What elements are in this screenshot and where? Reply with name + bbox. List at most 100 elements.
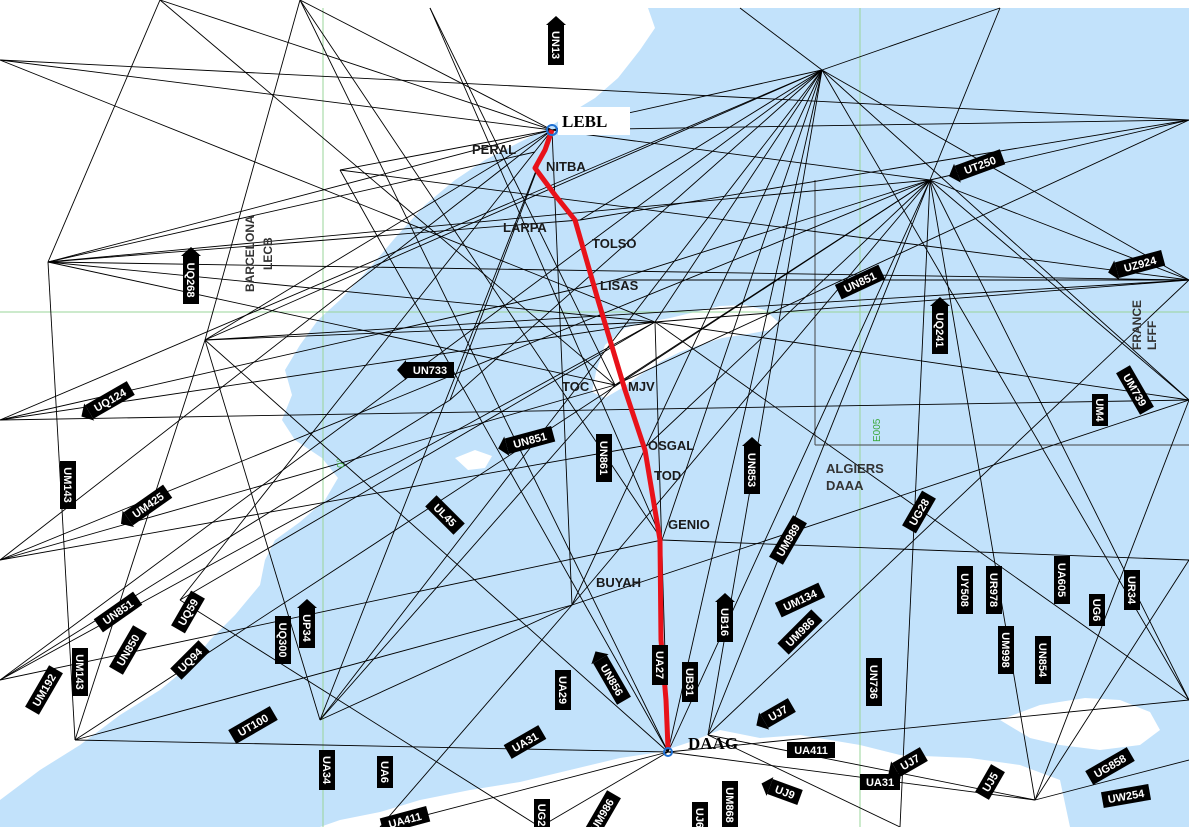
airway-label[interactable]: UM143	[72, 648, 88, 696]
airway-label[interactable]: UN854	[1035, 636, 1051, 684]
airway-segment	[551, 129, 573, 606]
airway-segment	[821, 69, 1189, 401]
airway-label[interactable]: UB16	[715, 593, 735, 642]
airway-segment	[654, 279, 1189, 323]
airway-label[interactable]: UW254	[1100, 783, 1152, 809]
airway-segment	[159, 0, 616, 386]
airway-segment	[204, 339, 669, 753]
airway-label[interactable]: UP34	[297, 599, 317, 648]
waypoint-mjv[interactable]: MJV	[628, 379, 655, 394]
airway-label-box	[596, 434, 612, 482]
airway-label[interactable]: UQ241	[930, 297, 950, 354]
airway-label-box	[170, 640, 210, 680]
airway-label-text: UA6	[378, 761, 390, 783]
airway-segment	[319, 604, 573, 721]
direction-arrow-icon	[591, 651, 609, 665]
airway-label-box	[744, 446, 760, 494]
waypoint-lisas[interactable]: LISAS	[600, 278, 639, 293]
airway-segment	[47, 219, 581, 263]
waypoint-tod[interactable]: TOD	[654, 468, 681, 483]
airway-label[interactable]: UA31	[860, 774, 900, 790]
airway-label-box	[123, 484, 173, 526]
airway-label-box	[1035, 636, 1051, 684]
airway-label-box	[1124, 570, 1140, 610]
airway-label[interactable]: UM868	[722, 781, 738, 827]
airway-segment	[929, 7, 1001, 181]
airway-segment	[579, 119, 1189, 221]
airway-label[interactable]: UR34	[1124, 570, 1140, 610]
airway-label-box	[1116, 365, 1154, 415]
waypoint-nitba[interactable]: NITBA	[546, 159, 586, 174]
airway-label-text: UA605	[1055, 563, 1067, 597]
airway-label[interactable]: UN861	[596, 434, 612, 482]
airway-label-box	[986, 566, 1002, 614]
airway-label[interactable]: UA27	[652, 645, 668, 685]
waypoint-larpa[interactable]: LARPA	[503, 220, 547, 235]
airway-label[interactable]: UL45	[425, 495, 465, 535]
waypoint-osgal[interactable]: OSGAL	[648, 438, 694, 453]
airway-segment	[319, 69, 823, 721]
airway-label[interactable]: UN733	[397, 360, 454, 380]
airway-label[interactable]: UR978	[986, 566, 1002, 614]
waypoint-peral[interactable]: PERAL	[472, 142, 516, 157]
airway-segment	[449, 129, 553, 401]
airway-label[interactable]: UA411	[787, 742, 835, 758]
airway-segment	[0, 59, 553, 131]
region-france-name: FRANCE	[1130, 300, 1144, 350]
airway-label[interactable]: UA6	[377, 756, 393, 788]
airway-label-box	[682, 662, 698, 702]
airway-label[interactable]: UB31	[682, 662, 698, 702]
airway-segment	[1034, 399, 1189, 801]
waypoint-toc[interactable]: TOC	[562, 379, 590, 394]
airway-label[interactable]: UM425	[115, 483, 173, 532]
airway-segment	[667, 69, 823, 753]
airway-label[interactable]: UQ300	[275, 616, 291, 664]
airway-segment	[821, 7, 1001, 71]
airway-segment	[74, 739, 669, 753]
airway-label-box	[860, 774, 900, 790]
airway-segment	[0, 129, 553, 561]
region-algiers-name: ALGIERS	[826, 461, 884, 476]
airway-segment	[707, 179, 931, 736]
mediterranean-sea	[0, 8, 1189, 827]
airway-label[interactable]: UA34	[319, 750, 335, 790]
waypoint-genio[interactable]: GENIO	[668, 517, 710, 532]
airway-label[interactable]: UJ6	[692, 802, 708, 827]
waypoint-tolso[interactable]: TOLSO	[592, 236, 637, 251]
airway-label[interactable]: UA29	[555, 670, 571, 710]
balearic-island-mallorca	[592, 305, 778, 398]
airway-segment	[47, 151, 536, 263]
meridian-e005-label: E005	[872, 418, 883, 442]
airway-label[interactable]: UQ268	[181, 247, 201, 304]
airway-label[interactable]: UN13	[546, 16, 566, 65]
airway-label[interactable]: UA605	[1054, 556, 1070, 604]
airway-label[interactable]: UM998	[998, 626, 1014, 674]
direction-arrow-icon	[546, 16, 566, 25]
airway-label-text: UR978	[987, 573, 999, 607]
airway-label[interactable]: UG6	[1089, 594, 1105, 626]
airway-segment	[1034, 559, 1189, 801]
airway-segment	[299, 0, 553, 131]
airway-label[interactable]: UN853	[742, 437, 762, 494]
airway-segment	[0, 69, 823, 421]
airway-label[interactable]: UY508	[957, 566, 973, 614]
airway-label[interactable]: UN736	[866, 658, 882, 706]
airway-label-box	[377, 756, 393, 788]
departure-airport-label[interactable]: LEBL	[562, 112, 607, 131]
airway-segment	[204, 339, 321, 721]
airway-label[interactable]: UM143	[60, 461, 76, 509]
airway-label-box	[72, 648, 88, 696]
airway-label[interactable]: UJ9	[758, 774, 803, 807]
airway-label-box	[722, 781, 738, 827]
airway-label-text: UM4	[1093, 398, 1105, 422]
airway-label[interactable]: UG2	[534, 799, 550, 827]
airway-label[interactable]: UM4	[1092, 394, 1108, 426]
airway-label-text: UN13	[549, 31, 561, 59]
meridian-0-label: 0°	[336, 458, 347, 468]
airway-label-text: UG2	[535, 804, 547, 827]
airway-segment	[0, 444, 649, 561]
waypoint-buyah[interactable]: BUYAH	[596, 575, 641, 590]
arrival-airport-label[interactable]: DAAG	[688, 734, 738, 753]
